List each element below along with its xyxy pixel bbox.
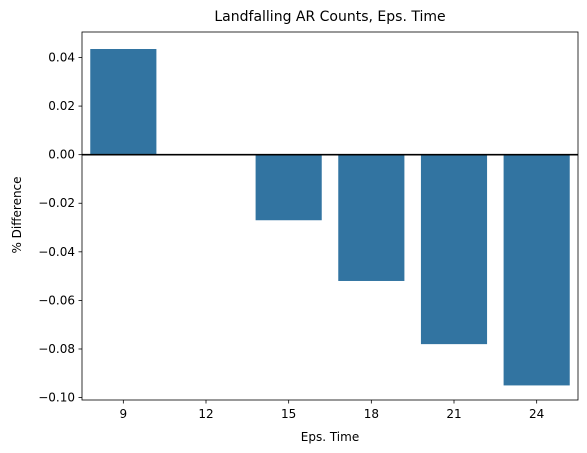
y-tick-label: −0.10 [38, 391, 75, 405]
y-axis: 0.04 0.02 0.00 −0.02 −0.04 −0.06 −0.08 −0.10 [38, 51, 82, 405]
x-tick-label: 18 [364, 407, 379, 421]
x-tick-label: 21 [446, 407, 461, 421]
y-tick-label: 0.02 [48, 99, 75, 113]
y-tick-label: 0.00 [48, 148, 75, 162]
x-tick-label: 9 [120, 407, 128, 421]
y-tick-label: −0.08 [38, 342, 75, 356]
y-axis-label: % Difference [10, 176, 24, 253]
bar-9 [90, 49, 157, 155]
x-tick-label: 24 [529, 407, 544, 421]
bar-21 [420, 154, 488, 345]
bar-15 [255, 154, 322, 221]
x-axis-label: Eps. Time [301, 430, 359, 444]
x-axis: 9 12 15 18 21 24 [120, 400, 544, 421]
y-tick-label: −0.02 [38, 196, 75, 210]
bar-24 [503, 154, 570, 386]
bars-group [90, 49, 570, 386]
x-tick-label: 15 [281, 407, 296, 421]
bar-18 [338, 154, 405, 281]
y-tick-label: 0.04 [48, 51, 75, 65]
x-tick-label: 12 [198, 407, 213, 421]
plot-frame [81, 31, 579, 401]
chart-title: Landfalling AR Counts, Eps. Time [214, 9, 445, 25]
y-tick-label: −0.06 [38, 293, 75, 307]
y-tick-label: −0.04 [38, 245, 75, 259]
